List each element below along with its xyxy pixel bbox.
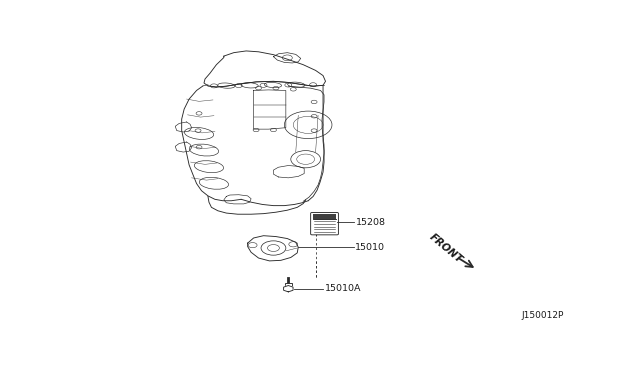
Bar	[313, 214, 336, 219]
Polygon shape	[284, 286, 293, 292]
Text: 15010: 15010	[355, 243, 385, 251]
Text: FRONT: FRONT	[428, 232, 465, 265]
Text: J150012P: J150012P	[521, 311, 564, 320]
Text: 15010A: 15010A	[324, 284, 361, 293]
Bar	[285, 283, 292, 288]
Polygon shape	[248, 236, 298, 261]
FancyBboxPatch shape	[310, 212, 339, 235]
Text: 15208: 15208	[356, 218, 386, 227]
